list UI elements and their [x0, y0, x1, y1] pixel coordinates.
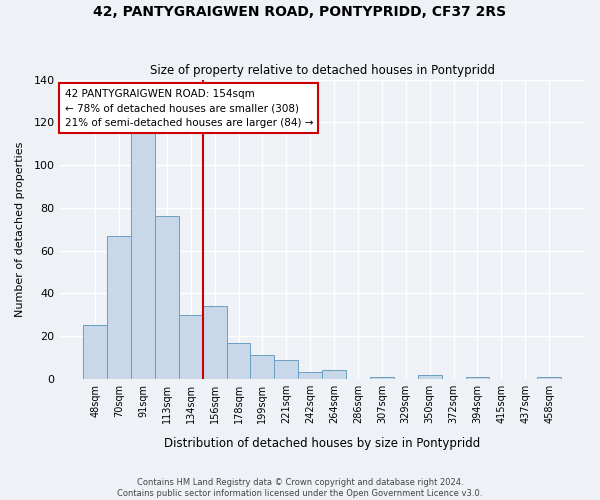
Bar	[250, 356, 274, 379]
Bar	[203, 306, 227, 379]
X-axis label: Distribution of detached houses by size in Pontypridd: Distribution of detached houses by size …	[164, 437, 480, 450]
Bar	[298, 372, 322, 379]
Bar	[107, 236, 131, 379]
Text: 42 PANTYGRAIGWEN ROAD: 154sqm
← 78% of detached houses are smaller (308)
21% of : 42 PANTYGRAIGWEN ROAD: 154sqm ← 78% of d…	[65, 88, 313, 128]
Bar	[227, 342, 250, 379]
Bar	[155, 216, 179, 379]
Bar	[418, 374, 442, 379]
Bar	[274, 360, 298, 379]
Bar	[370, 376, 394, 379]
Bar	[179, 314, 203, 379]
Text: 42, PANTYGRAIGWEN ROAD, PONTYPRIDD, CF37 2RS: 42, PANTYGRAIGWEN ROAD, PONTYPRIDD, CF37…	[94, 5, 506, 19]
Bar	[83, 326, 107, 379]
Bar	[537, 376, 561, 379]
Title: Size of property relative to detached houses in Pontypridd: Size of property relative to detached ho…	[149, 64, 494, 77]
Bar	[131, 126, 155, 379]
Text: Contains HM Land Registry data © Crown copyright and database right 2024.
Contai: Contains HM Land Registry data © Crown c…	[118, 478, 482, 498]
Bar	[466, 376, 490, 379]
Bar	[322, 370, 346, 379]
Y-axis label: Number of detached properties: Number of detached properties	[15, 142, 25, 317]
